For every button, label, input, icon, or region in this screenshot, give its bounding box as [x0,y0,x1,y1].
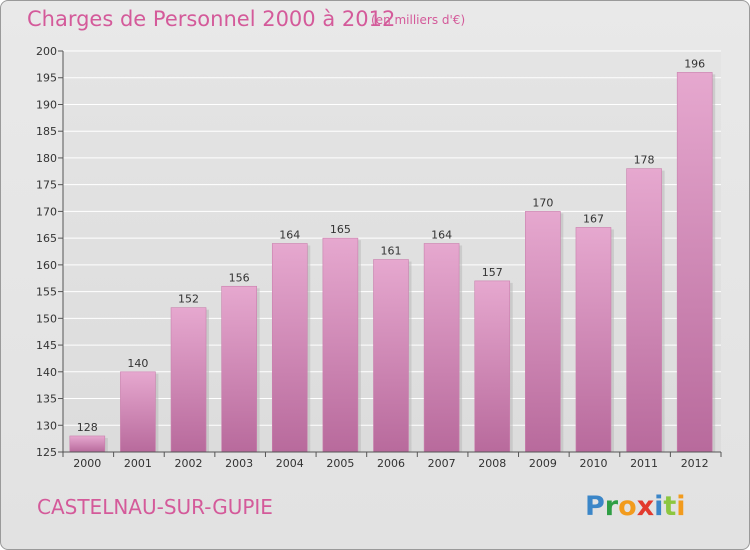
bar [626,168,662,453]
x-tick-label: 2006 [377,457,405,470]
data-label: 161 [381,245,402,258]
bar [373,259,409,453]
x-tick-label: 2000 [73,457,101,470]
y-tick-label: 160 [36,259,57,272]
data-label: 164 [279,228,300,241]
data-label: 157 [482,266,503,279]
x-tick-label: 2007 [428,457,456,470]
y-tick-label: 150 [36,312,57,325]
x-tick-label: 2003 [225,457,253,470]
data-label: 165 [330,223,351,236]
data-label: 164 [431,228,452,241]
y-tick-label: 130 [36,419,57,432]
x-tick-label: 2008 [478,457,506,470]
data-label: 140 [127,357,148,370]
bar [525,211,561,453]
logo-letter: i [676,491,686,522]
x-tick-label: 2002 [175,457,203,470]
bar [474,280,511,453]
y-tick-label: 145 [36,339,57,352]
y-tick-label: 200 [36,45,57,58]
commune-name: CASTELNAU-SUR-GUPIE [37,495,273,519]
x-tick-label: 2005 [326,457,354,470]
logo-letter: o [618,491,637,522]
bar [221,285,257,453]
data-label: 156 [229,271,250,284]
y-tick-label: 190 [36,98,57,111]
y-tick-label: 175 [36,179,57,192]
logo-letter: t [663,491,677,522]
data-label: 152 [178,293,199,306]
bar [322,237,359,453]
proxiti-logo: Proxiti [585,491,686,522]
bar [423,243,460,453]
y-tick-label: 180 [36,152,57,165]
x-tick-label: 2001 [124,457,152,470]
bar [575,227,612,453]
bar [271,243,308,453]
y-tick-label: 125 [36,446,57,459]
chart-subtitle: (en milliers d'€) [371,13,466,27]
y-tick-label: 165 [36,232,57,245]
x-tick-label: 2010 [579,457,607,470]
y-tick-label: 195 [36,72,57,85]
chart-title: Charges de Personnel 2000 à 2012 [27,7,396,31]
data-label: 196 [684,57,705,70]
x-tick-label: 2011 [630,457,658,470]
y-tick-label: 140 [36,366,57,379]
data-label: 178 [634,154,655,167]
bar [170,307,207,453]
x-tick-label: 2009 [529,457,557,470]
logo-letter: i [654,491,664,522]
bar [69,435,106,453]
logo-letter: P [585,491,605,522]
y-tick-label: 155 [36,286,57,299]
y-tick-label: 135 [36,393,57,406]
data-label: 170 [532,196,553,209]
x-tick-label: 2012 [681,457,709,470]
logo-letter: r [604,491,619,522]
y-tick-label: 170 [36,205,57,218]
data-label: 167 [583,212,604,225]
logo-letter: x [636,491,655,522]
bar [676,72,713,453]
y-tick-label: 185 [36,125,57,138]
data-label: 128 [77,421,98,434]
bar [120,371,156,453]
x-tick-label: 2004 [276,457,304,470]
